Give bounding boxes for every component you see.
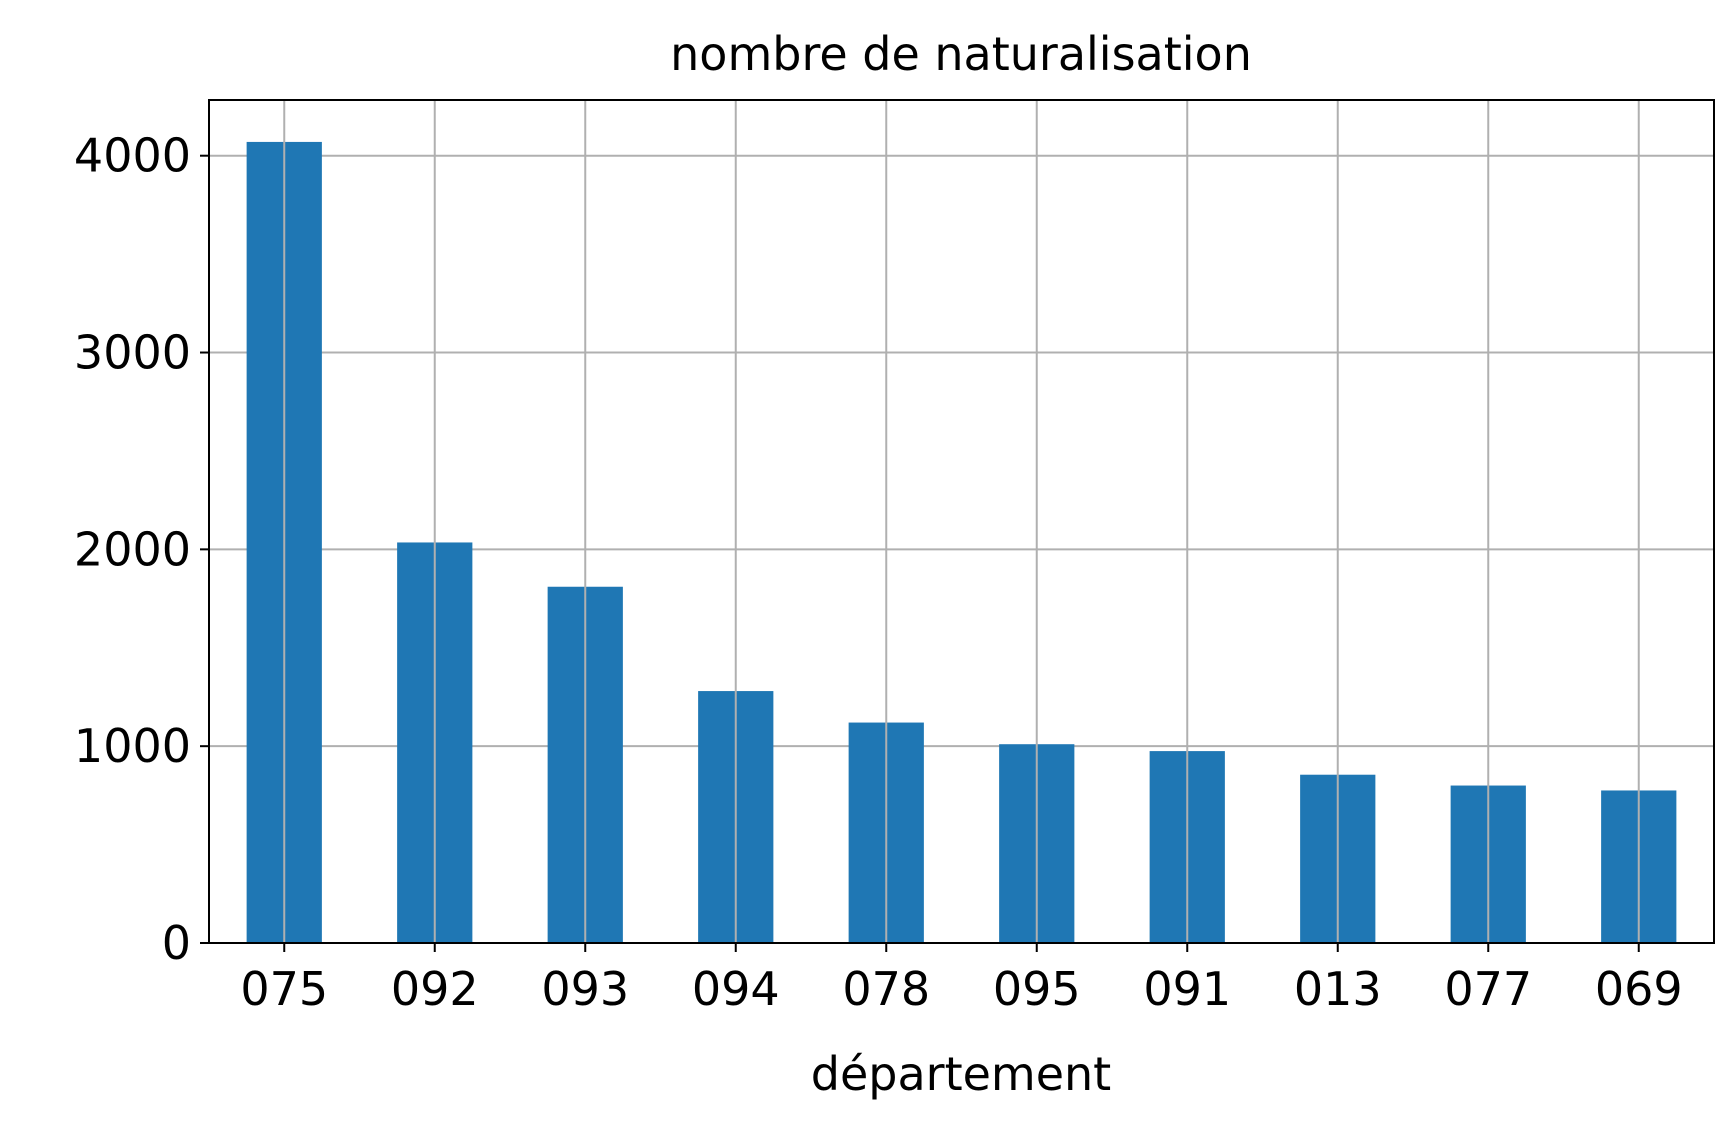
x-tick-label: 069 <box>1595 962 1683 1016</box>
y-tick-label: 3000 <box>74 326 191 380</box>
x-tick-label: 091 <box>1143 962 1231 1016</box>
x-tick-label: 094 <box>692 962 780 1016</box>
x-tick-label: 092 <box>391 962 479 1016</box>
y-tick-label: 1000 <box>74 719 191 773</box>
y-tick-label: 2000 <box>74 522 191 576</box>
chart-title: nombre de naturalisation <box>670 27 1252 81</box>
y-tick-label: 4000 <box>74 129 191 183</box>
x-tick-label: 075 <box>240 962 328 1016</box>
plot-frame <box>208 99 1715 944</box>
x-tick-label: 013 <box>1294 962 1382 1016</box>
x-tick-label: 095 <box>993 962 1081 1016</box>
x-tick-label: 077 <box>1444 962 1532 1016</box>
y-tick-label: 0 <box>162 916 191 970</box>
x-tick-label: 078 <box>842 962 930 1016</box>
x-tick-label: 093 <box>541 962 629 1016</box>
x-axis-label: département <box>811 1047 1111 1101</box>
